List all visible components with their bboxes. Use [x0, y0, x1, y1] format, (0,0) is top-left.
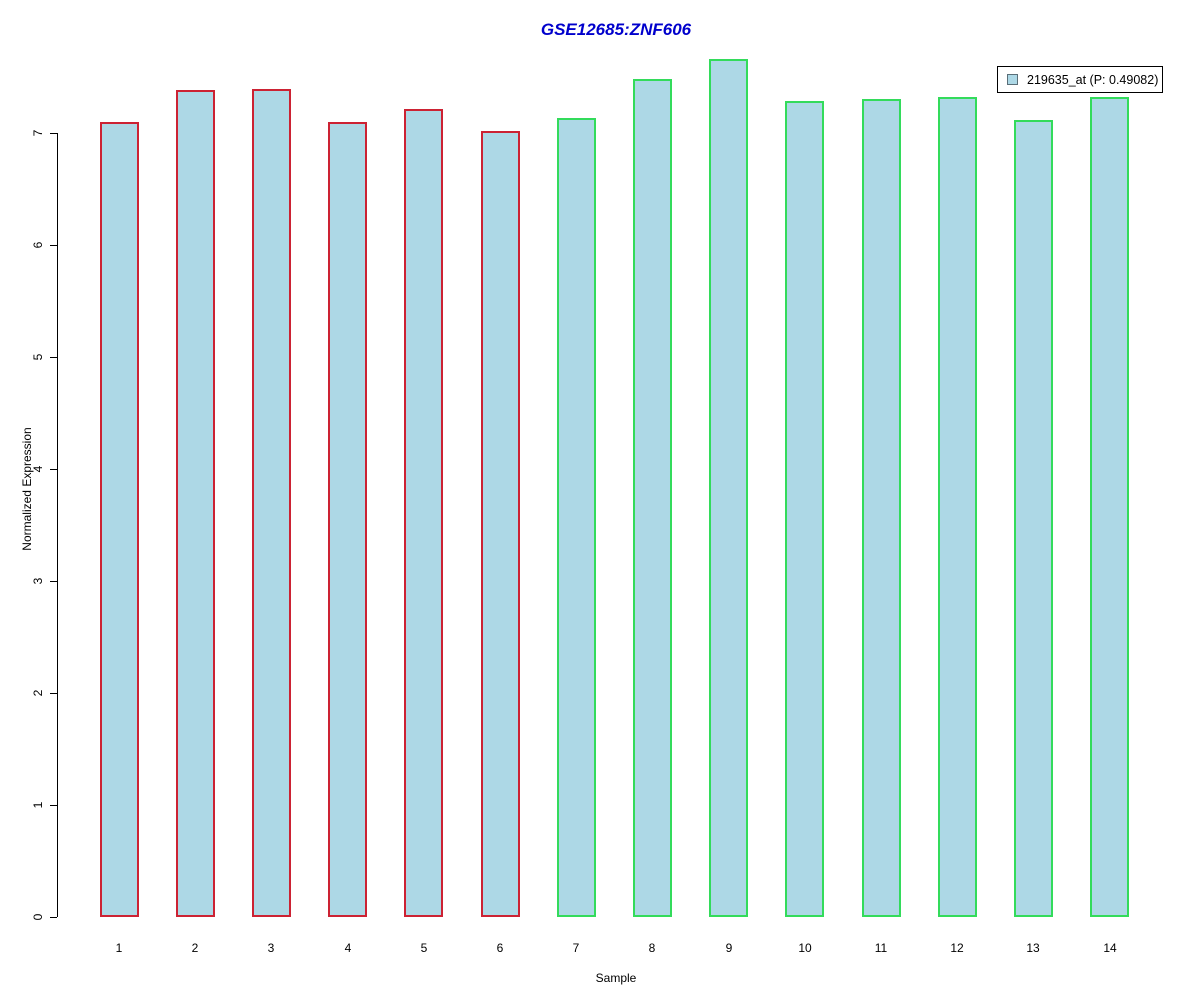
- y-tick-label: 0: [31, 913, 45, 921]
- bar-sample-14: [1090, 97, 1129, 917]
- x-tick-label: 13: [1026, 941, 1040, 955]
- bar-sample-8: [633, 79, 672, 917]
- y-tick-mark: [50, 468, 57, 470]
- bar-sample-1: [100, 122, 139, 917]
- x-tick-label: 6: [496, 941, 504, 955]
- x-tick-label: 11: [874, 941, 888, 955]
- y-tick-label: 3: [31, 577, 45, 585]
- x-tick-label: 4: [344, 941, 352, 955]
- legend-box: 219635_at (P: 0.49082): [997, 66, 1163, 93]
- x-tick-label: 14: [1103, 941, 1117, 955]
- y-tick-mark: [50, 580, 57, 582]
- x-tick-label: 3: [267, 941, 275, 955]
- bar-sample-7: [557, 118, 596, 917]
- bar-sample-4: [328, 122, 367, 917]
- x-tick-label: 12: [950, 941, 964, 955]
- y-tick-label: 1: [31, 801, 45, 809]
- y-axis-line: [57, 133, 58, 917]
- y-tick-mark: [50, 916, 57, 918]
- y-tick-mark: [50, 692, 57, 694]
- y-tick-label: 5: [31, 353, 45, 361]
- bar-sample-2: [176, 90, 215, 917]
- y-axis-title: Normalized Expression: [20, 427, 34, 551]
- bar-sample-3: [252, 89, 291, 917]
- y-tick-mark: [50, 244, 57, 246]
- y-tick-mark: [50, 356, 57, 358]
- bar-sample-6: [481, 131, 520, 917]
- chart-title: GSE12685:ZNF606: [540, 20, 692, 39]
- x-tick-label: 2: [191, 941, 199, 955]
- x-tick-label: 8: [648, 941, 656, 955]
- x-tick-label: 5: [420, 941, 428, 955]
- bar-sample-9: [709, 59, 748, 917]
- bar-sample-5: [404, 109, 443, 917]
- x-axis-title: Sample: [595, 971, 637, 985]
- x-tick-label: 10: [798, 941, 812, 955]
- y-tick-mark: [50, 804, 57, 806]
- x-tick-label: 9: [725, 941, 733, 955]
- y-tick-label: 6: [31, 241, 45, 249]
- bar-sample-11: [862, 99, 901, 917]
- bar-sample-12: [938, 97, 977, 917]
- y-tick-mark: [50, 132, 57, 134]
- x-tick-label: 7: [572, 941, 580, 955]
- y-tick-label: 7: [31, 129, 45, 137]
- bar-sample-10: [785, 101, 824, 917]
- legend-label: 219635_at (P: 0.49082): [1027, 72, 1159, 87]
- y-tick-label: 2: [31, 689, 45, 697]
- x-tick-label: 1: [115, 941, 123, 955]
- bar-sample-13: [1014, 120, 1053, 917]
- legend-swatch-icon: [1007, 74, 1018, 85]
